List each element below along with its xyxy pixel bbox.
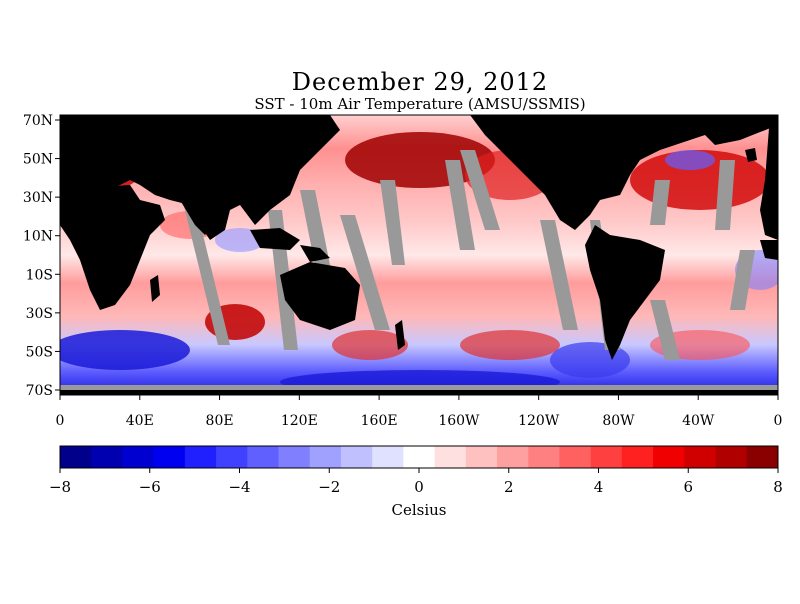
colorbar-swatch (684, 446, 717, 468)
southern-ocean-cool-anomaly (60, 330, 190, 370)
lon-tick-label: 0 (56, 413, 65, 429)
colorbar-swatch (340, 446, 373, 468)
colorbar-swatch (372, 446, 404, 468)
colorbar-swatch (403, 446, 436, 468)
lat-tick-label: 30S (26, 306, 53, 322)
colorbar-swatch (559, 446, 592, 468)
lat-tick-label: 70S (26, 383, 53, 399)
colorbar-swatch (247, 446, 280, 468)
colorbar-swatch (278, 446, 311, 468)
colorbar-swatch (653, 446, 685, 468)
lat-tick-label: 10N (23, 229, 53, 245)
lon-tick-label: 40W (682, 413, 715, 429)
colorbar-swatch (60, 446, 92, 468)
colorbar-tick-label: 0 (414, 478, 424, 496)
lon-tick-label: 80E (206, 413, 234, 429)
colorbar-swatch (91, 446, 123, 468)
colorbar-tick-label: −2 (318, 478, 340, 496)
lat-tick-label: 70N (23, 113, 53, 129)
lon-tick-label: 160E (361, 413, 398, 429)
colorbar-tick-label: −6 (139, 478, 161, 496)
colorbar-ticks: −8 −6 −4 −2 0 2 4 6 8 (49, 468, 783, 496)
colorbar-swatch (153, 446, 186, 468)
colorbar-tick-label: 6 (683, 478, 693, 496)
lat-tick-label: 10S (26, 267, 53, 283)
colorbar-swatch (746, 446, 779, 468)
colorbar-tick-label: −4 (228, 478, 250, 496)
colorbar-swatch (528, 446, 560, 468)
lat-tick-label: 50N (23, 152, 53, 168)
colorbar-tick-label: 2 (504, 478, 514, 496)
colorbar-label: Celsius (391, 501, 446, 519)
lon-tick-label: 40E (126, 413, 154, 429)
colorbar-swatch (715, 446, 748, 468)
colorbar-tick-label: 4 (594, 478, 604, 496)
sst-field (60, 115, 778, 395)
longitude-axis: 0 40E 80E 120E 160E 160W 120W 80W 40W 0 (56, 395, 783, 429)
colorbar-swatch (465, 446, 498, 468)
map-subtitle: SST - 10m Air Temperature (AMSU/SSMIS) (254, 95, 586, 113)
colorbar-swatch (497, 446, 529, 468)
land-masses (60, 115, 778, 395)
lon-tick-label: 80W (602, 413, 635, 429)
map-frame (59, 114, 779, 396)
lon-tick-label: 0 (774, 413, 783, 429)
lat-tick-label: 50S (26, 344, 53, 360)
colorbar-swatch (434, 446, 467, 468)
lon-tick-label: 120W (518, 413, 560, 429)
map-title: December 29, 2012 (291, 68, 549, 96)
lon-tick-label: 120E (281, 413, 318, 429)
colorbar (59, 445, 779, 469)
colorbar-swatch (309, 446, 342, 468)
colorbar-swatch (590, 446, 623, 468)
colorbar-swatch (184, 446, 217, 468)
colorbar-swatch (216, 446, 248, 468)
colorbar-tick-label: 8 (773, 478, 783, 496)
colorbar-tick-label: −8 (49, 478, 71, 496)
lon-tick-label: 160W (438, 413, 480, 429)
latitude-axis: 70N 50N 30N 10N 10S 30S 50S 70S (23, 113, 60, 399)
colorbar-swatch (122, 446, 155, 468)
lat-tick-label: 30N (23, 190, 53, 206)
colorbar-swatch (621, 446, 654, 468)
